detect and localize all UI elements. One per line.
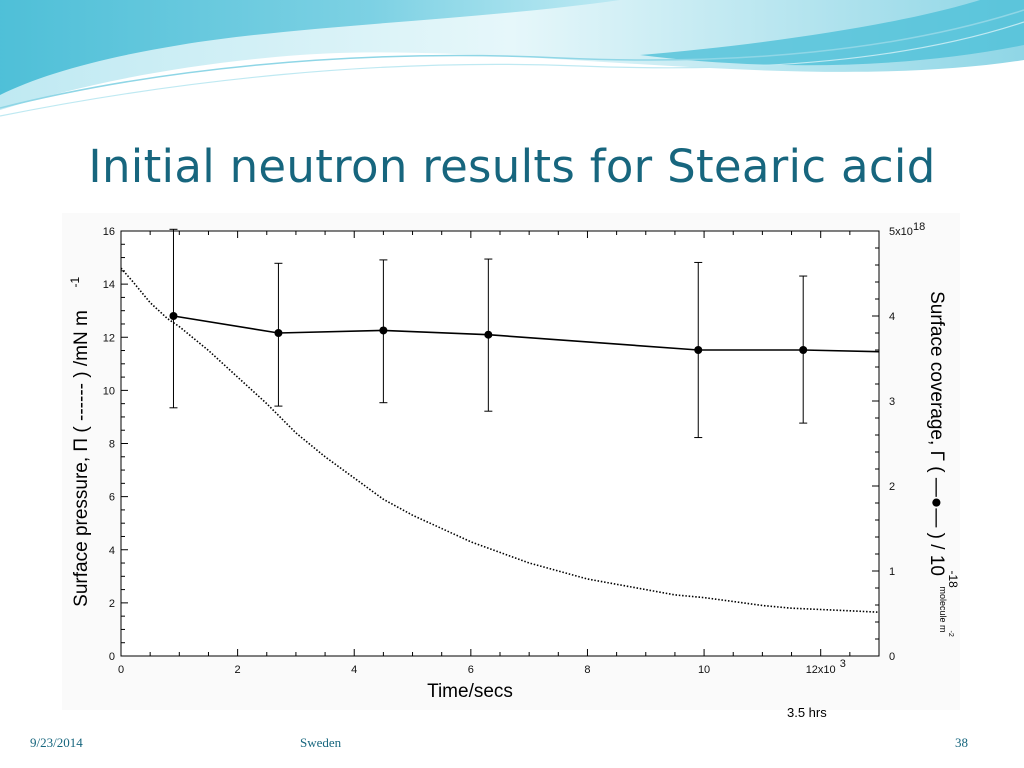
slide-title: Initial neutron results for Stearic acid: [88, 140, 936, 193]
y-right-axis-unit-exponent: -2: [947, 631, 954, 637]
chart-axes: [120, 230, 880, 657]
y-right-tick-label: 1: [889, 566, 895, 578]
footer-date: 9/23/2014: [30, 735, 83, 750]
x-tick-label: 10: [698, 664, 710, 676]
y-left-tick-label: 2: [109, 598, 115, 610]
y-left-tick-label: 10: [103, 385, 115, 397]
chart-series: [120, 228, 880, 613]
y-left-axis-exponent: -1: [68, 277, 82, 288]
chart-ticks: [120, 230, 879, 657]
y-right-axis-title: Surface coverage, Γ ( —●— ) / 10: [926, 291, 947, 576]
x-tick-label: 2: [235, 664, 241, 676]
coverage-data-point: [799, 346, 808, 354]
plot-frame: [120, 230, 880, 657]
x-tick-label: 8: [584, 664, 590, 676]
coverage-data-point: [484, 330, 493, 339]
y-right-axis-unit: molecule m: [938, 587, 948, 633]
y-left-axis-title: Surface pressure, Π ( ------ ) /mN m: [71, 310, 92, 607]
y-right-tick-label: 2: [889, 481, 895, 493]
y-right-tick-label: 4: [889, 311, 895, 323]
x-multiplier-exponent: 3: [840, 658, 846, 670]
footer-location: Sweden: [300, 735, 342, 750]
y-left-tick-label: 4: [109, 545, 115, 557]
y-left-tick-label: 14: [103, 279, 115, 291]
x-tick-label: 4: [351, 664, 357, 676]
coverage-data-point: [694, 346, 703, 354]
chart-panel: 0 2 4 6 8 10 12 14 16 0 1 2 3 4 5x10 18 0 2 4 6 8 10 12x10 3 Tim…: [62, 213, 960, 710]
y-right-axis-exponent: -18: [946, 571, 960, 589]
y-right-top-exponent: 18: [913, 221, 925, 233]
duration-note: 3.5 hrs: [787, 705, 827, 720]
y-right-tick-label: 0: [889, 651, 895, 663]
y-left-tick-label: 0: [109, 651, 115, 663]
x-multiplier-label: 12x10: [806, 664, 836, 676]
coverage-data-point: [379, 326, 388, 335]
decorative-banner: [0, 0, 1024, 117]
x-tick-label: 0: [118, 664, 124, 676]
x-tick-label: 6: [468, 664, 474, 676]
y-left-tick-label: 16: [103, 226, 115, 238]
y-right-top-label: 5x10: [889, 226, 913, 238]
y-left-tick-label: 6: [109, 492, 115, 504]
page-number: 38: [955, 735, 968, 750]
coverage-data-point: [274, 329, 283, 337]
y-right-tick-label: 3: [889, 396, 895, 408]
y-left-tick-label: 12: [103, 332, 115, 344]
y-left-tick-label: 8: [109, 439, 115, 451]
x-axis-title: Time/secs: [427, 681, 513, 702]
coverage-data-point: [169, 312, 178, 320]
